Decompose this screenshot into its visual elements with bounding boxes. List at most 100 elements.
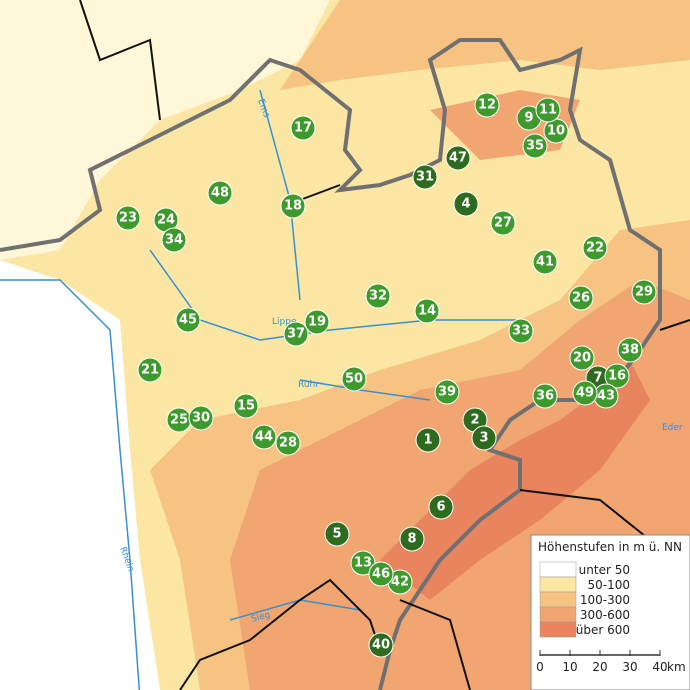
site-label: 25 [170, 413, 188, 428]
site: 17 [290, 115, 316, 141]
site-marker [490, 210, 516, 236]
site-label: 49 [576, 386, 594, 401]
site: 31 [412, 164, 438, 190]
site: 45 [175, 307, 201, 333]
site: 4 [453, 191, 479, 217]
site: 12 [474, 92, 500, 118]
site-marker [399, 526, 425, 552]
site: 49 [572, 380, 598, 406]
legend-label: 300-600 [580, 608, 630, 622]
site-marker [188, 405, 214, 431]
legend: Höhenstufen in m ü. NN unter 5050-100100… [530, 534, 690, 690]
site-label: 17 [294, 121, 312, 136]
site-label: 13 [354, 556, 372, 571]
site: 46 [368, 561, 394, 587]
site-label: 39 [438, 385, 456, 400]
site-label: 2 [470, 413, 479, 428]
site-label: 16 [608, 369, 626, 384]
site: 11 [535, 97, 561, 123]
site-marker [368, 561, 394, 587]
site: 24 [153, 207, 179, 233]
legend-swatch [539, 591, 577, 608]
site-marker [365, 283, 391, 309]
site-label: 4 [461, 197, 470, 212]
site: 15 [233, 393, 259, 419]
site-label: 19 [308, 315, 326, 330]
site: 32 [365, 283, 391, 309]
site: 38 [617, 337, 643, 363]
site-label: 44 [255, 430, 273, 445]
site: 23 [115, 205, 141, 231]
site-marker [522, 133, 548, 159]
site-label: 18 [284, 199, 302, 214]
scale-label: 10 [562, 660, 577, 674]
river-label: Sieg [250, 610, 271, 625]
site: 34 [161, 227, 187, 253]
site-label: 31 [416, 170, 434, 185]
site-marker [161, 227, 187, 253]
site-label: 34 [165, 233, 183, 248]
site-marker [428, 494, 454, 520]
site: 26 [568, 285, 594, 311]
site-marker [175, 307, 201, 333]
site-marker [115, 205, 141, 231]
site-label: 28 [279, 436, 297, 451]
site: 48 [207, 180, 233, 206]
site: 13 [350, 550, 376, 576]
site: 41 [532, 249, 558, 275]
site-marker [415, 427, 441, 453]
site-label: 33 [512, 324, 530, 339]
site: 40 [368, 632, 394, 658]
site-label: 3 [479, 431, 488, 446]
site-marker [582, 235, 608, 261]
site-marker [434, 379, 460, 405]
site-marker [453, 191, 479, 217]
site-label: 10 [547, 124, 565, 139]
site: 43 [593, 383, 619, 409]
site-label: 47 [449, 151, 467, 166]
scale-label: 40 [652, 660, 667, 674]
site-label: 46 [372, 567, 390, 582]
scale-bar: 0 10 20 30 40 km [536, 650, 686, 674]
site: 29 [631, 279, 657, 305]
legend-label: über 600 [576, 623, 630, 637]
site-marker [412, 164, 438, 190]
site-label: 26 [572, 291, 590, 306]
site-marker [280, 193, 306, 219]
site-marker [341, 366, 367, 392]
site-label: 15 [237, 399, 255, 414]
site: 35 [522, 133, 548, 159]
site-label: 6 [436, 500, 445, 515]
site-marker [572, 380, 598, 406]
site: 21 [137, 357, 163, 383]
site-marker [324, 521, 350, 547]
site-marker [350, 550, 376, 576]
north-hills [280, 0, 690, 90]
site: 33 [508, 318, 534, 344]
river-label: Eder [662, 423, 683, 433]
site-marker [535, 97, 561, 123]
site-label: 7 [593, 371, 602, 386]
site-label: 20 [573, 351, 591, 366]
legend-swatch [539, 576, 577, 593]
site: 22 [582, 235, 608, 261]
site-marker [617, 337, 643, 363]
scale-label: 0 [536, 660, 544, 674]
site-label: 12 [478, 98, 496, 113]
site-label: 45 [179, 313, 197, 328]
site-label: 8 [407, 532, 416, 547]
site: 8 [399, 526, 425, 552]
scale-label: 30 [622, 660, 637, 674]
site: 50 [341, 366, 367, 392]
site-label: 9 [524, 111, 533, 126]
site-label: 48 [211, 186, 229, 201]
scale-label: 20 [592, 660, 607, 674]
site-label: 11 [539, 103, 557, 118]
legend-label: 100-300 [580, 593, 630, 607]
mountains [380, 360, 650, 600]
site-label: 22 [586, 241, 604, 256]
legend-title: Höhenstufen in m ü. NN [538, 540, 682, 554]
